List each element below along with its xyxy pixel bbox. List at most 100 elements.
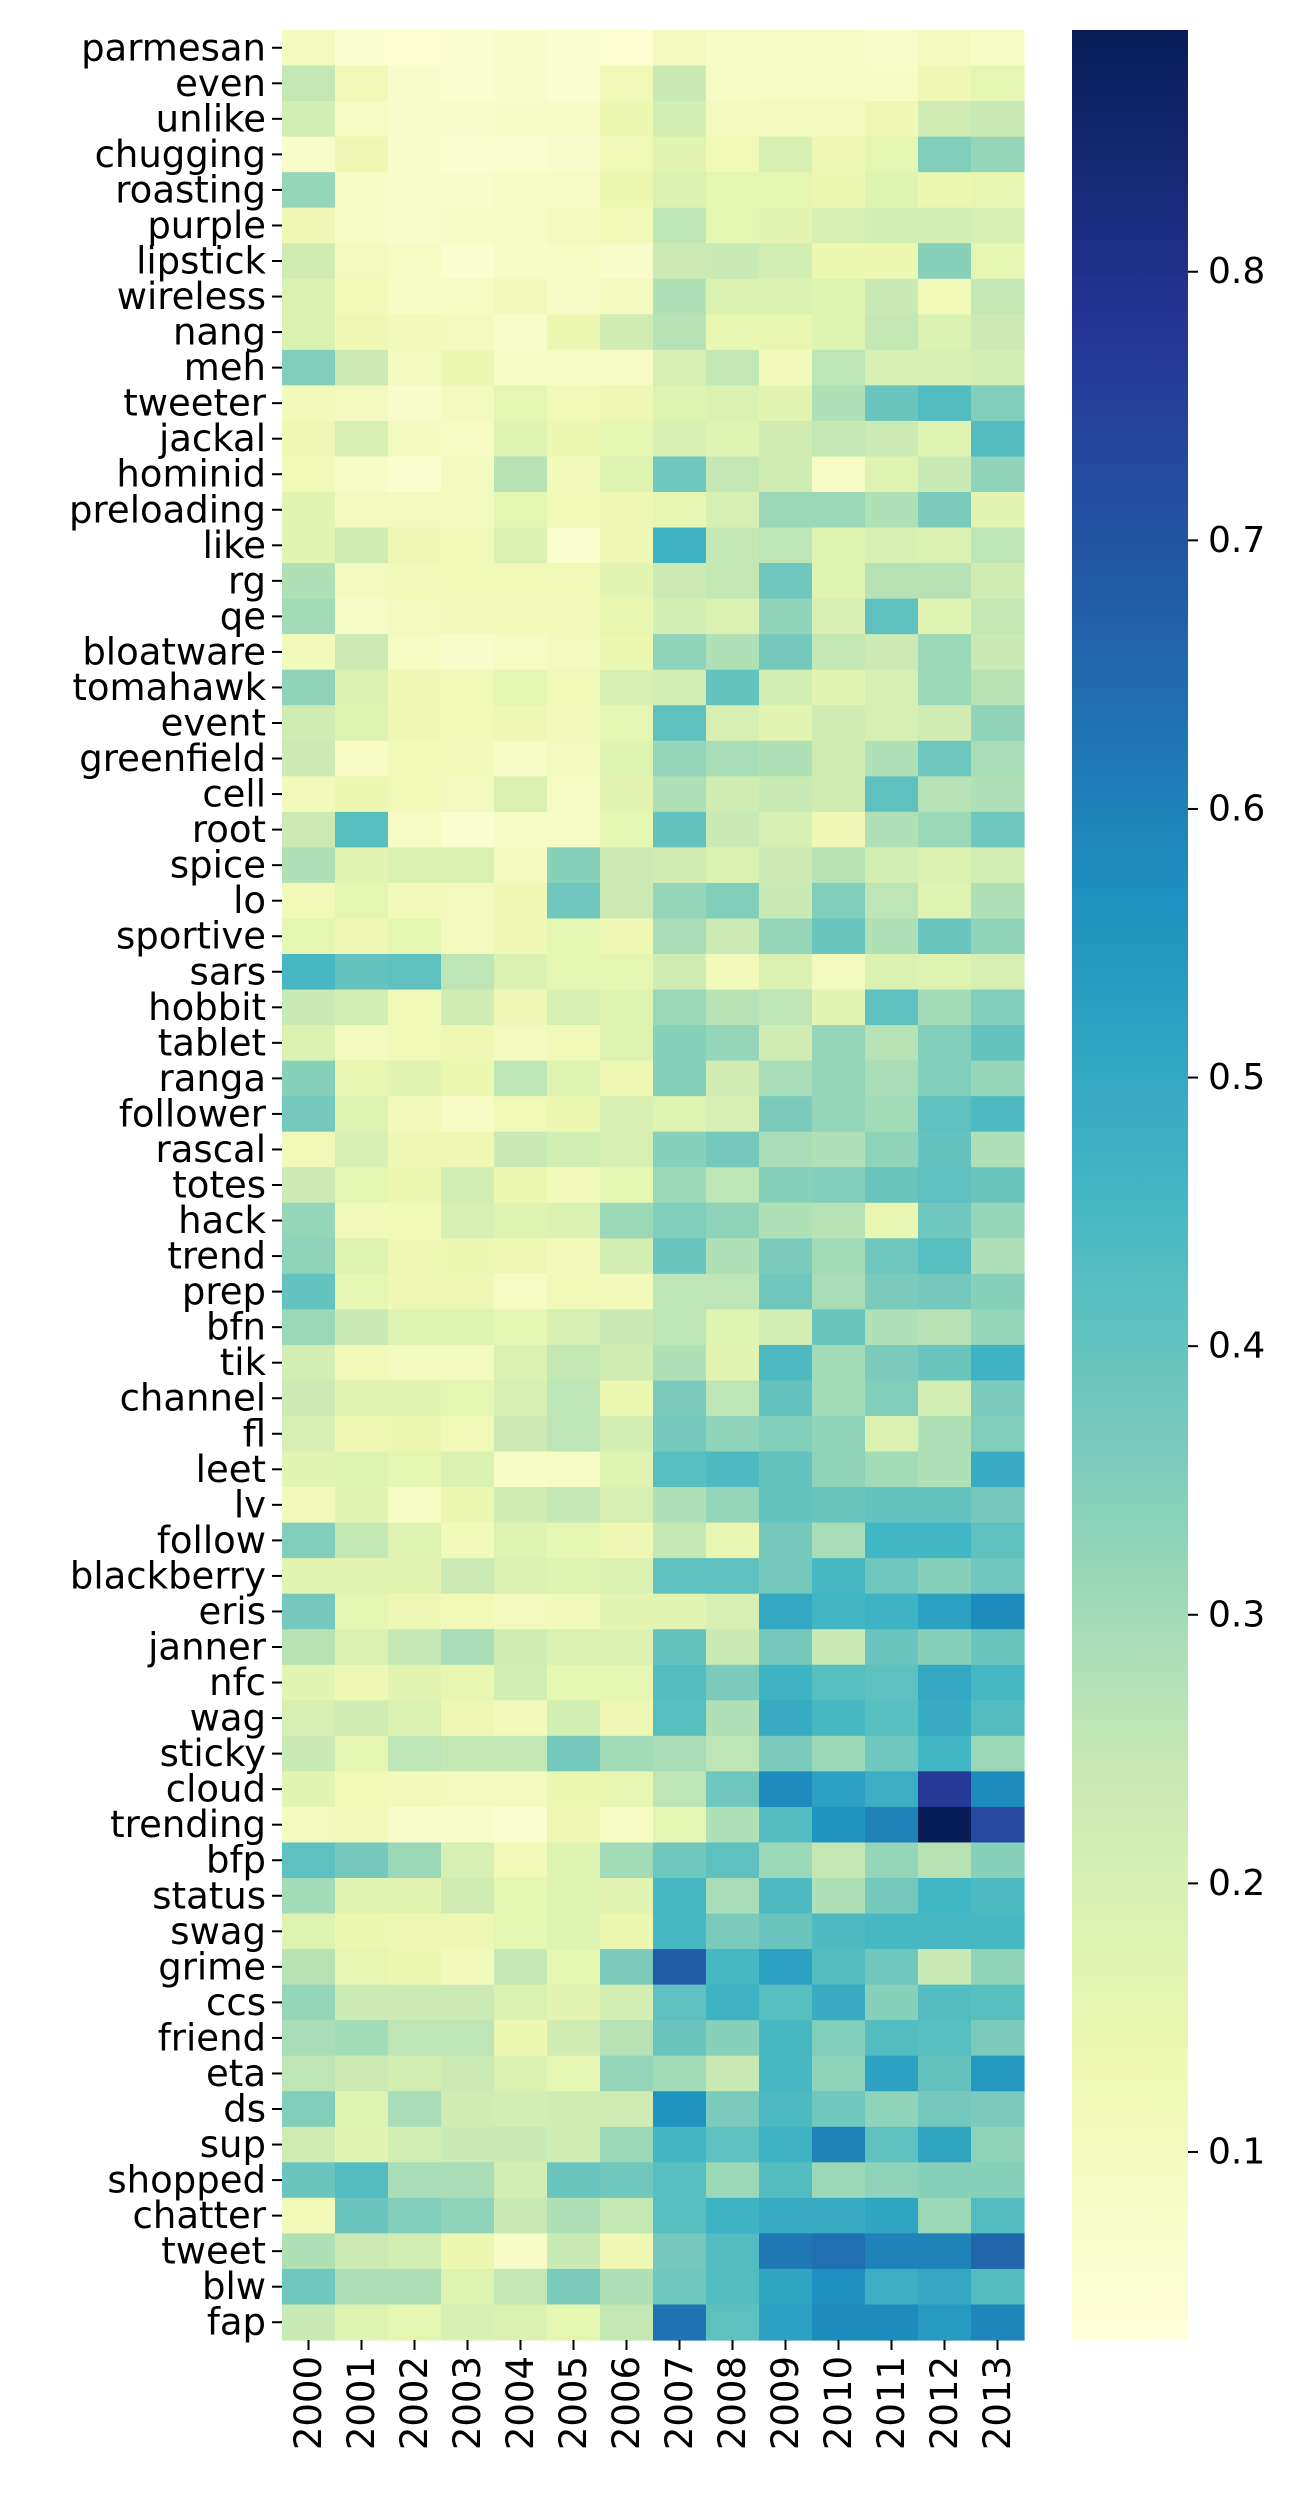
heatmap-cell <box>706 492 760 529</box>
heatmap-cell <box>282 1806 336 1844</box>
heatmap-cell <box>388 349 442 386</box>
heatmap-cell <box>865 2162 919 2199</box>
heatmap-cell <box>812 1238 866 1275</box>
heatmap-cell <box>441 598 495 635</box>
heatmap-cell <box>494 172 548 209</box>
y-tick-label: like <box>203 524 266 567</box>
heatmap-cell <box>653 349 707 386</box>
heatmap-cell <box>865 634 919 671</box>
heatmap-cell <box>441 1664 495 1701</box>
heatmap-cell <box>388 1913 442 1950</box>
heatmap-cell <box>388 1629 442 1666</box>
heatmap-cell <box>335 1309 389 1346</box>
heatmap-cell <box>600 1878 654 1915</box>
heatmap-cell <box>759 954 813 991</box>
heatmap-cell <box>600 1771 654 1808</box>
heatmap-cell <box>335 1913 389 1950</box>
heatmap-cell <box>918 669 972 706</box>
heatmap-cell <box>600 136 654 173</box>
heatmap-cell <box>494 1842 548 1879</box>
heatmap-cell <box>600 527 654 564</box>
heatmap-cell <box>547 740 601 777</box>
y-tick-label: jackal <box>158 417 266 460</box>
heatmap-cell <box>865 989 919 1026</box>
heatmap-cell <box>971 1344 1025 1382</box>
heatmap-cell <box>759 1060 813 1097</box>
heatmap-cell <box>600 420 654 458</box>
heatmap-cell <box>918 1806 972 1844</box>
heatmap-cell <box>865 669 919 706</box>
heatmap-cell <box>494 1025 548 1062</box>
heatmap-cell <box>812 2162 866 2199</box>
heatmap-cell <box>600 954 654 991</box>
heatmap-cell <box>918 1202 972 1239</box>
heatmap-cell <box>865 563 919 600</box>
heatmap-cell <box>494 527 548 564</box>
heatmap-cell <box>547 1344 601 1382</box>
heatmap-cell <box>335 1522 389 1559</box>
heatmap-cell <box>706 1416 760 1453</box>
heatmap-cell <box>441 705 495 742</box>
heatmap-cell <box>865 1344 919 1382</box>
heatmap-cell <box>282 1451 336 1488</box>
heatmap-cell <box>282 243 336 280</box>
heatmap-cell <box>388 634 442 671</box>
heatmap-cell <box>706 811 760 848</box>
heatmap-cell <box>706 2020 760 2057</box>
heatmap-cell <box>971 1273 1025 1310</box>
heatmap-cell <box>865 385 919 422</box>
colorbar-ticks: 0.1 0.2 0.3 0.4 0.5 0.6 0.7 0.8 <box>1188 251 1265 2172</box>
heatmap-cell <box>918 1309 972 1346</box>
heatmap-cell <box>547 2020 601 2057</box>
heatmap-cell <box>335 243 389 280</box>
heatmap-cell <box>441 527 495 564</box>
heatmap-cell <box>335 2020 389 2057</box>
heatmap-cell <box>547 278 601 315</box>
heatmap-cell <box>600 1735 654 1772</box>
heatmap-cell <box>547 2162 601 2199</box>
heatmap-cell <box>653 1913 707 1950</box>
heatmap-cell <box>547 634 601 671</box>
x-axis: 2000 2001 2002 2003 2004 2005 2006 2007 2008 2009… <box>287 2340 1019 2450</box>
heatmap-cell <box>335 954 389 991</box>
heatmap-cell <box>388 492 442 529</box>
heatmap-cell <box>335 2055 389 2092</box>
heatmap-cell <box>759 1131 813 1168</box>
heatmap-cell <box>759 1842 813 1879</box>
heatmap-cell <box>971 2233 1025 2270</box>
heatmap-cell <box>547 1984 601 2021</box>
heatmap-cell <box>441 1806 495 1844</box>
heatmap-cell <box>600 1664 654 1701</box>
heatmap-cell <box>759 634 813 671</box>
heatmap-cell <box>865 1949 919 1986</box>
heatmap-cell <box>600 847 654 884</box>
heatmap-cell <box>865 2233 919 2270</box>
heatmap-cell <box>441 1416 495 1453</box>
heatmap-cell <box>494 1131 548 1168</box>
heatmap-cell <box>547 1202 601 1239</box>
heatmap-cell <box>547 527 601 564</box>
heatmap-cell <box>335 847 389 884</box>
heatmap-cell <box>388 1522 442 1559</box>
heatmap-cell <box>653 1558 707 1595</box>
heatmap-cell <box>441 1487 495 1524</box>
heatmap-cell <box>706 563 760 600</box>
heatmap-cell <box>547 1629 601 1666</box>
heatmap-cell <box>653 101 707 138</box>
heatmap-cell <box>282 492 336 529</box>
heatmap-cell <box>600 207 654 244</box>
y-tick-label: chugging <box>95 133 266 176</box>
y-tick-label: sticky <box>160 1732 266 1775</box>
heatmap-cell <box>971 1238 1025 1275</box>
heatmap-cell <box>971 2091 1025 2128</box>
heatmap-cell <box>600 2197 654 2234</box>
heatmap-cell <box>971 2304 1025 2341</box>
heatmap-cell <box>547 1949 601 1986</box>
heatmap-cell <box>706 1025 760 1062</box>
heatmap-cell <box>600 1593 654 1630</box>
heatmap-cell <box>600 1238 654 1275</box>
heatmap-cell <box>918 1344 972 1382</box>
heatmap-cell <box>971 1202 1025 1239</box>
heatmap-cell <box>971 1060 1025 1097</box>
heatmap-cell <box>918 1878 972 1915</box>
